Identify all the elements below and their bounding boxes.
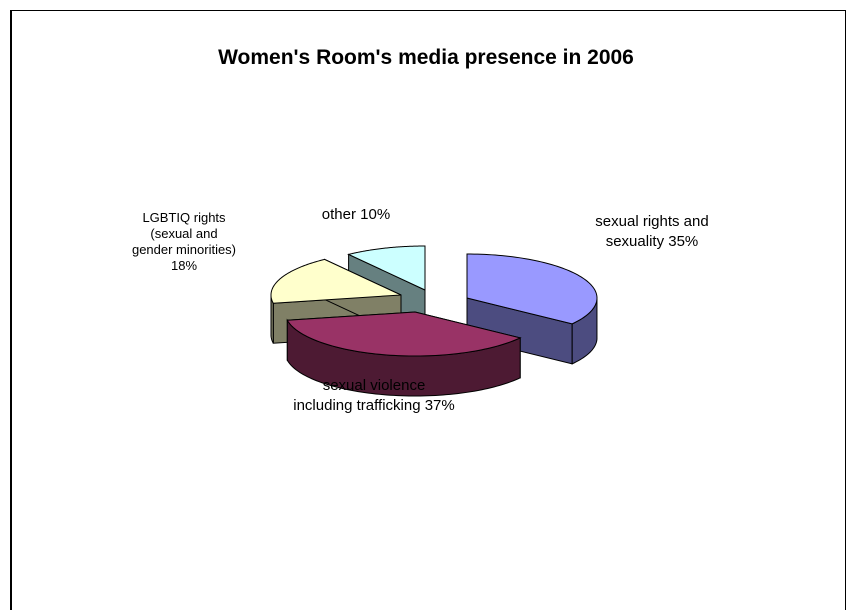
pie-chart: Women's Room's media presence in 2006 se…: [132, 46, 709, 414]
slice-label-2: LGBTIQ rights (sexual and gender minoritie…: [132, 210, 236, 273]
slice-label-line: sexual rights and: [595, 213, 708, 230]
slice-label-1: sexual violence including trafficking 37%: [293, 377, 454, 414]
slice-label-line: 18%: [171, 258, 197, 273]
pie-slice-top: [347, 245, 426, 291]
pie-slice-0: [466, 253, 598, 365]
slice-label-line: sexual violence: [323, 377, 426, 394]
slice-label-3: other 10%: [322, 206, 390, 223]
chart-frame: [10, 10, 846, 610]
pie-slice-top: [286, 311, 522, 357]
slice-label-line: LGBTIQ rights: [142, 210, 226, 225]
slice-label-line: including trafficking 37%: [293, 397, 454, 414]
chart-title: Women's Room's media presence in 2006: [218, 46, 634, 69]
pie-slice-top: [466, 253, 598, 325]
pie-slices: [270, 245, 598, 397]
slice-label-line: gender minorities): [132, 242, 236, 257]
slice-labels: sexual rights and sexuality 35% sexual vio…: [132, 206, 709, 414]
slice-label-line: other 10%: [322, 206, 390, 223]
slice-label-line: sexuality 35%: [606, 233, 699, 250]
pie-slice-1: [286, 311, 522, 397]
slice-label-line: (sexual and: [150, 226, 217, 241]
slice-label-0: sexual rights and sexuality 35%: [595, 213, 708, 250]
pie-slice-top: [270, 258, 402, 304]
